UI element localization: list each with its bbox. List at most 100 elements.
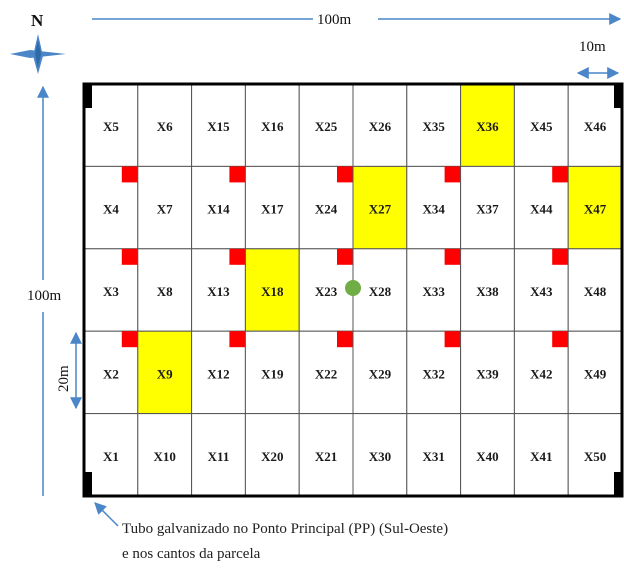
plot-cell-x18 bbox=[244, 248, 300, 332]
cell-label: X47 bbox=[584, 202, 607, 217]
cell-label: X34 bbox=[423, 202, 446, 217]
plot-cell-x9 bbox=[137, 330, 193, 415]
plot-cell-x33 bbox=[406, 248, 462, 332]
cell-label: X50 bbox=[584, 449, 606, 464]
cell-label: X33 bbox=[423, 284, 446, 299]
cell-label: X48 bbox=[584, 284, 607, 299]
plot-cell-x17 bbox=[244, 165, 300, 250]
subplot-marker bbox=[229, 331, 246, 348]
north-label: N bbox=[31, 11, 44, 30]
cell-label: X15 bbox=[207, 119, 230, 134]
cell-label: X10 bbox=[154, 449, 176, 464]
plot-cell-x41 bbox=[513, 413, 569, 497]
cell-label: X44 bbox=[530, 202, 553, 217]
height-label: 100m bbox=[27, 288, 62, 304]
caption-line-1: Tubo galvanizado no Ponto Principal (PP)… bbox=[122, 521, 449, 537]
subplot-marker bbox=[552, 248, 569, 265]
subplot-marker bbox=[121, 331, 138, 348]
plot-cell-x19 bbox=[244, 330, 300, 415]
corner-tube-marker bbox=[614, 472, 622, 496]
cell-label: X30 bbox=[369, 449, 391, 464]
cell-height-label: 20m bbox=[56, 365, 72, 392]
cell-label: X23 bbox=[315, 284, 338, 299]
cell-label: X46 bbox=[584, 119, 607, 134]
plot-cell-x22 bbox=[298, 330, 354, 415]
plot-cell-x25 bbox=[298, 83, 354, 167]
cell-label: X7 bbox=[157, 202, 173, 217]
subplot-marker bbox=[229, 166, 246, 183]
cell-label: X26 bbox=[369, 119, 392, 134]
plot-cell-x48 bbox=[567, 248, 623, 332]
plot-cell-x1 bbox=[83, 413, 139, 497]
plot-cell-x50 bbox=[567, 413, 623, 497]
subplot-marker bbox=[229, 248, 246, 265]
corner-tube-marker bbox=[84, 472, 92, 496]
subplot-marker bbox=[121, 248, 138, 265]
cell-label: X16 bbox=[261, 119, 284, 134]
width-label: 100m bbox=[317, 12, 352, 28]
cell-label: X28 bbox=[369, 284, 392, 299]
cell-label: X13 bbox=[207, 284, 230, 299]
cell-label: X32 bbox=[423, 366, 445, 381]
cell-label: X38 bbox=[476, 284, 499, 299]
cell-label: X27 bbox=[369, 202, 392, 217]
cell-label: X31 bbox=[423, 449, 445, 464]
cell-label: X19 bbox=[261, 366, 284, 381]
subplot-marker bbox=[444, 248, 461, 265]
subplot-marker bbox=[552, 331, 569, 348]
caption-pointer-arrow bbox=[94, 502, 119, 527]
cell-label: X22 bbox=[315, 366, 337, 381]
cell-label: X8 bbox=[157, 284, 173, 299]
subplot-marker bbox=[444, 331, 461, 348]
corner-tube-marker bbox=[84, 84, 92, 108]
cell-label: X25 bbox=[315, 119, 338, 134]
subplot-marker bbox=[121, 166, 138, 183]
cell-label: X2 bbox=[103, 366, 119, 381]
plot-cell-x31 bbox=[406, 413, 462, 497]
cell-label: X45 bbox=[530, 119, 553, 134]
cell-label: X41 bbox=[530, 449, 552, 464]
plot-cell-x49 bbox=[567, 330, 623, 415]
subplot-marker bbox=[337, 248, 353, 265]
plot-cell-x21 bbox=[298, 413, 354, 497]
compass-rose-icon bbox=[10, 34, 66, 74]
cell-width-label: 10m bbox=[579, 39, 606, 55]
plot-cell-x35 bbox=[406, 83, 462, 167]
plot-cell-x36 bbox=[460, 83, 515, 167]
cell-label: X20 bbox=[261, 449, 283, 464]
cell-label: X49 bbox=[584, 366, 607, 381]
corner-tube-marker bbox=[614, 84, 622, 108]
cell-label: X12 bbox=[207, 366, 229, 381]
cell-label: X24 bbox=[315, 202, 338, 217]
caption-line-2: e nos cantos da parcela bbox=[122, 546, 261, 562]
plot-border bbox=[82, 82, 624, 498]
cell-label: X6 bbox=[157, 119, 173, 134]
subplot-marker bbox=[337, 166, 353, 183]
cell-label: X1 bbox=[103, 449, 119, 464]
plot-cell-x7 bbox=[137, 165, 193, 250]
cell-label: X3 bbox=[103, 284, 119, 299]
plot-grid: X5 X6 X15 X16 X25 X26 X35 X36 X45 X46 X4 X7 X14 X17 X2… bbox=[82, 82, 624, 498]
subplot-marker bbox=[337, 331, 353, 348]
cell-label: X39 bbox=[476, 366, 499, 381]
plot-cell-x46 bbox=[567, 83, 623, 167]
plot-cell-x26 bbox=[352, 83, 408, 167]
main-point-marker bbox=[345, 280, 361, 296]
plot-cell-x10 bbox=[137, 413, 193, 497]
cell-label: X36 bbox=[476, 119, 499, 134]
cell-label: X43 bbox=[530, 284, 553, 299]
plot-cell-x11 bbox=[191, 413, 246, 497]
cell-label: X5 bbox=[103, 119, 119, 134]
cell-label: X17 bbox=[261, 202, 284, 217]
cell-label: X14 bbox=[207, 202, 230, 217]
plot-cell-x39 bbox=[460, 330, 515, 415]
cell-label: X18 bbox=[261, 284, 284, 299]
plot-cell-x38 bbox=[460, 248, 515, 332]
cell-label: X35 bbox=[423, 119, 446, 134]
plot-cell-x37 bbox=[460, 165, 515, 250]
cell-label: X21 bbox=[315, 449, 337, 464]
plot-cell-x29 bbox=[352, 330, 408, 415]
cell-label: X37 bbox=[476, 202, 499, 217]
cell-label: X11 bbox=[208, 449, 230, 464]
